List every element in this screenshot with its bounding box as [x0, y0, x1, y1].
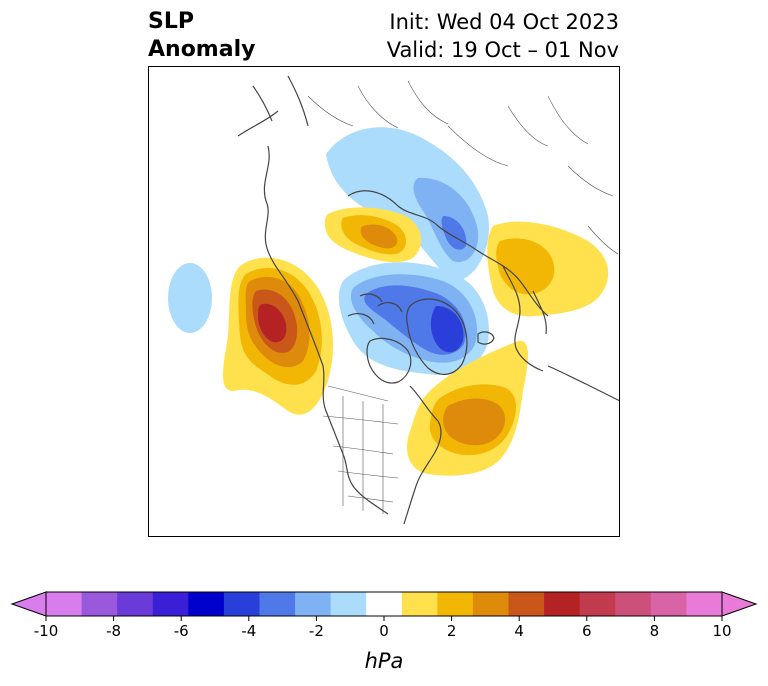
- greenland: [406, 298, 468, 375]
- map-title: SLP Anomaly: [148, 8, 255, 64]
- arctic-islands: [347, 293, 403, 325]
- colorbar-tick-label: -6: [174, 622, 189, 640]
- colorbar-box: [650, 592, 687, 616]
- colorbar-box: [472, 592, 510, 616]
- colorbar: -10 -8 -6 -4 -2 0 2 4 6 8 10 hPa: [10, 591, 758, 673]
- colorbar-box: [615, 592, 652, 616]
- europe-south-coast: [547, 365, 620, 402]
- colorbar-box: [366, 592, 403, 616]
- colorbar-tick-label: -4: [241, 622, 256, 640]
- colorbar-box: [401, 592, 438, 616]
- colorbar-box: [46, 592, 83, 616]
- colorbar-tick-label: -2: [309, 622, 324, 640]
- colorbar-box: [223, 592, 260, 616]
- eurasia-north-coast: [347, 190, 549, 317]
- colorbar-tick-label: 0: [379, 622, 389, 640]
- date-info: Init: Wed 04 Oct 2023 Valid: 19 Oct – 01…: [387, 8, 619, 64]
- colorbar-tick-label: 6: [582, 622, 592, 640]
- title-line-2: Anomaly: [148, 37, 256, 62]
- colorbar-tick-label: 2: [447, 622, 457, 640]
- alaska-high-5: [258, 303, 287, 343]
- colorbar-box: [259, 592, 296, 616]
- na-east-coast: [403, 385, 442, 525]
- colorbar-box: [508, 592, 545, 616]
- iceland: [477, 331, 495, 345]
- colorbar-tick-label: -10: [34, 622, 59, 640]
- map-frame: [148, 66, 620, 537]
- hudson-bay: [366, 337, 412, 384]
- colorbar-box: [152, 592, 189, 616]
- anomaly-fills: [148, 127, 609, 476]
- colorbar-box: [579, 592, 616, 616]
- country-borders: [307, 80, 619, 514]
- valid-range: Valid: 19 Oct – 01 Nov: [386, 38, 619, 62]
- colorbar-box: [686, 592, 723, 616]
- colorbar-box: [81, 592, 118, 616]
- colorbar-extend-min: [10, 591, 47, 617]
- colorbar-tick-label: 4: [514, 622, 524, 640]
- colorbar-box: [117, 592, 154, 616]
- na-west-coast: [263, 145, 389, 515]
- colorbar-tick-label: 10: [712, 622, 731, 640]
- asia-east-coast: [237, 75, 309, 137]
- colorbar-box: [330, 592, 367, 616]
- europe-low-core: [441, 216, 467, 250]
- colorbar-box: [437, 592, 474, 616]
- colorbar-unit: hPa: [365, 649, 404, 673]
- scandinavia-coast: [502, 265, 547, 372]
- pacific-low-outer: [168, 263, 212, 333]
- colorbar-box: [544, 592, 581, 616]
- siberia-high-3: [360, 224, 398, 249]
- colorbar-box: [295, 592, 332, 616]
- coastlines: [237, 75, 620, 525]
- colorbar-tick-label: 8: [650, 622, 660, 640]
- slp-anomaly-map: [148, 66, 620, 537]
- title-line-1: SLP: [148, 9, 194, 34]
- colorbar-box: [188, 592, 225, 616]
- arctic-low-4: [430, 306, 464, 353]
- init-date: Init: Wed 04 Oct 2023: [389, 10, 619, 34]
- atlantic-high-3: [443, 398, 506, 446]
- colorbar-tick-label: -8: [106, 622, 121, 640]
- colorbar-boxes: [10, 591, 758, 617]
- colorbar-ticks: -10 -8 -6 -4 -2 0 2 4 6 8 10: [34, 616, 732, 640]
- colorbar-extend-max: [721, 591, 758, 617]
